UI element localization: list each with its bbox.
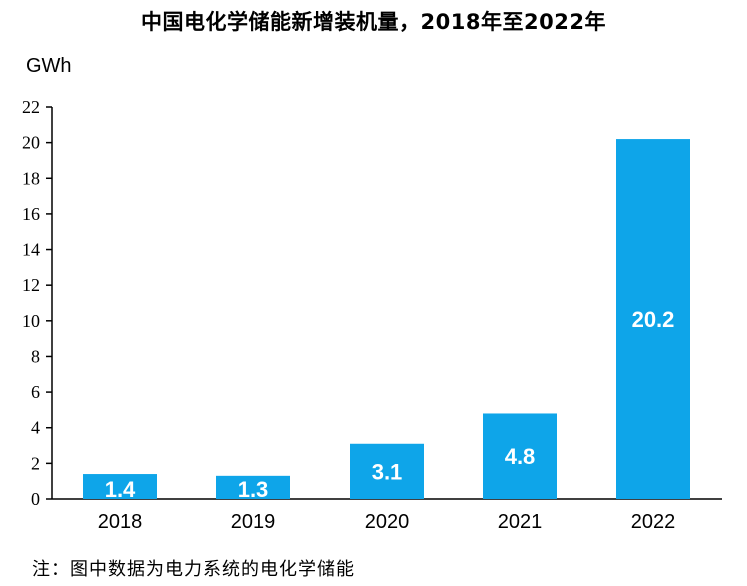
chart-note: 注：图中数据为电力系统的电化学储能: [32, 559, 355, 580]
x-tick-label: 2019: [231, 511, 276, 533]
bars: [83, 139, 690, 499]
y-tick-label: 4: [31, 418, 40, 438]
bar-2020: [350, 443, 424, 499]
y-tick-label: 20: [22, 133, 40, 153]
x-tick-label: 2018: [98, 511, 143, 533]
x-tick-label: 2022: [631, 511, 676, 533]
data-label-2018: 1.4: [105, 477, 136, 502]
x-tick-label: 2020: [365, 511, 410, 533]
y-tick-label: 2: [31, 453, 40, 473]
bar-2022: [616, 139, 690, 499]
y-tick-label: 16: [22, 204, 40, 224]
data-label-2021: 4.8: [505, 444, 536, 469]
y-tick-label: 10: [22, 311, 40, 331]
chart-title: 中国电化学储能新增装机量，2018年至2022年: [141, 10, 606, 34]
bar-2018: [83, 474, 157, 499]
data-label-2022: 20.2: [632, 307, 675, 332]
bar-2019: [216, 475, 290, 499]
y-tick-label: 8: [31, 346, 40, 366]
y-tick-label: 12: [22, 275, 40, 295]
y-tick-label: 14: [22, 240, 40, 260]
y-tick-label: 18: [22, 168, 40, 188]
y-axis-unit-label: GWh: [26, 55, 72, 77]
data-label-2019: 1.3: [238, 477, 269, 502]
bar-2021: [483, 413, 557, 499]
x-tick-label: 2021: [498, 511, 543, 533]
y-tick-label: 22: [22, 97, 40, 117]
y-tick-label: 6: [31, 382, 40, 402]
y-tick-label: 0: [31, 489, 40, 509]
labels: 2018 1.4 2019 1.3 2020 3.1 2021 4.8 2022 20.2: [98, 307, 676, 533]
data-label-2020: 3.1: [372, 459, 403, 484]
